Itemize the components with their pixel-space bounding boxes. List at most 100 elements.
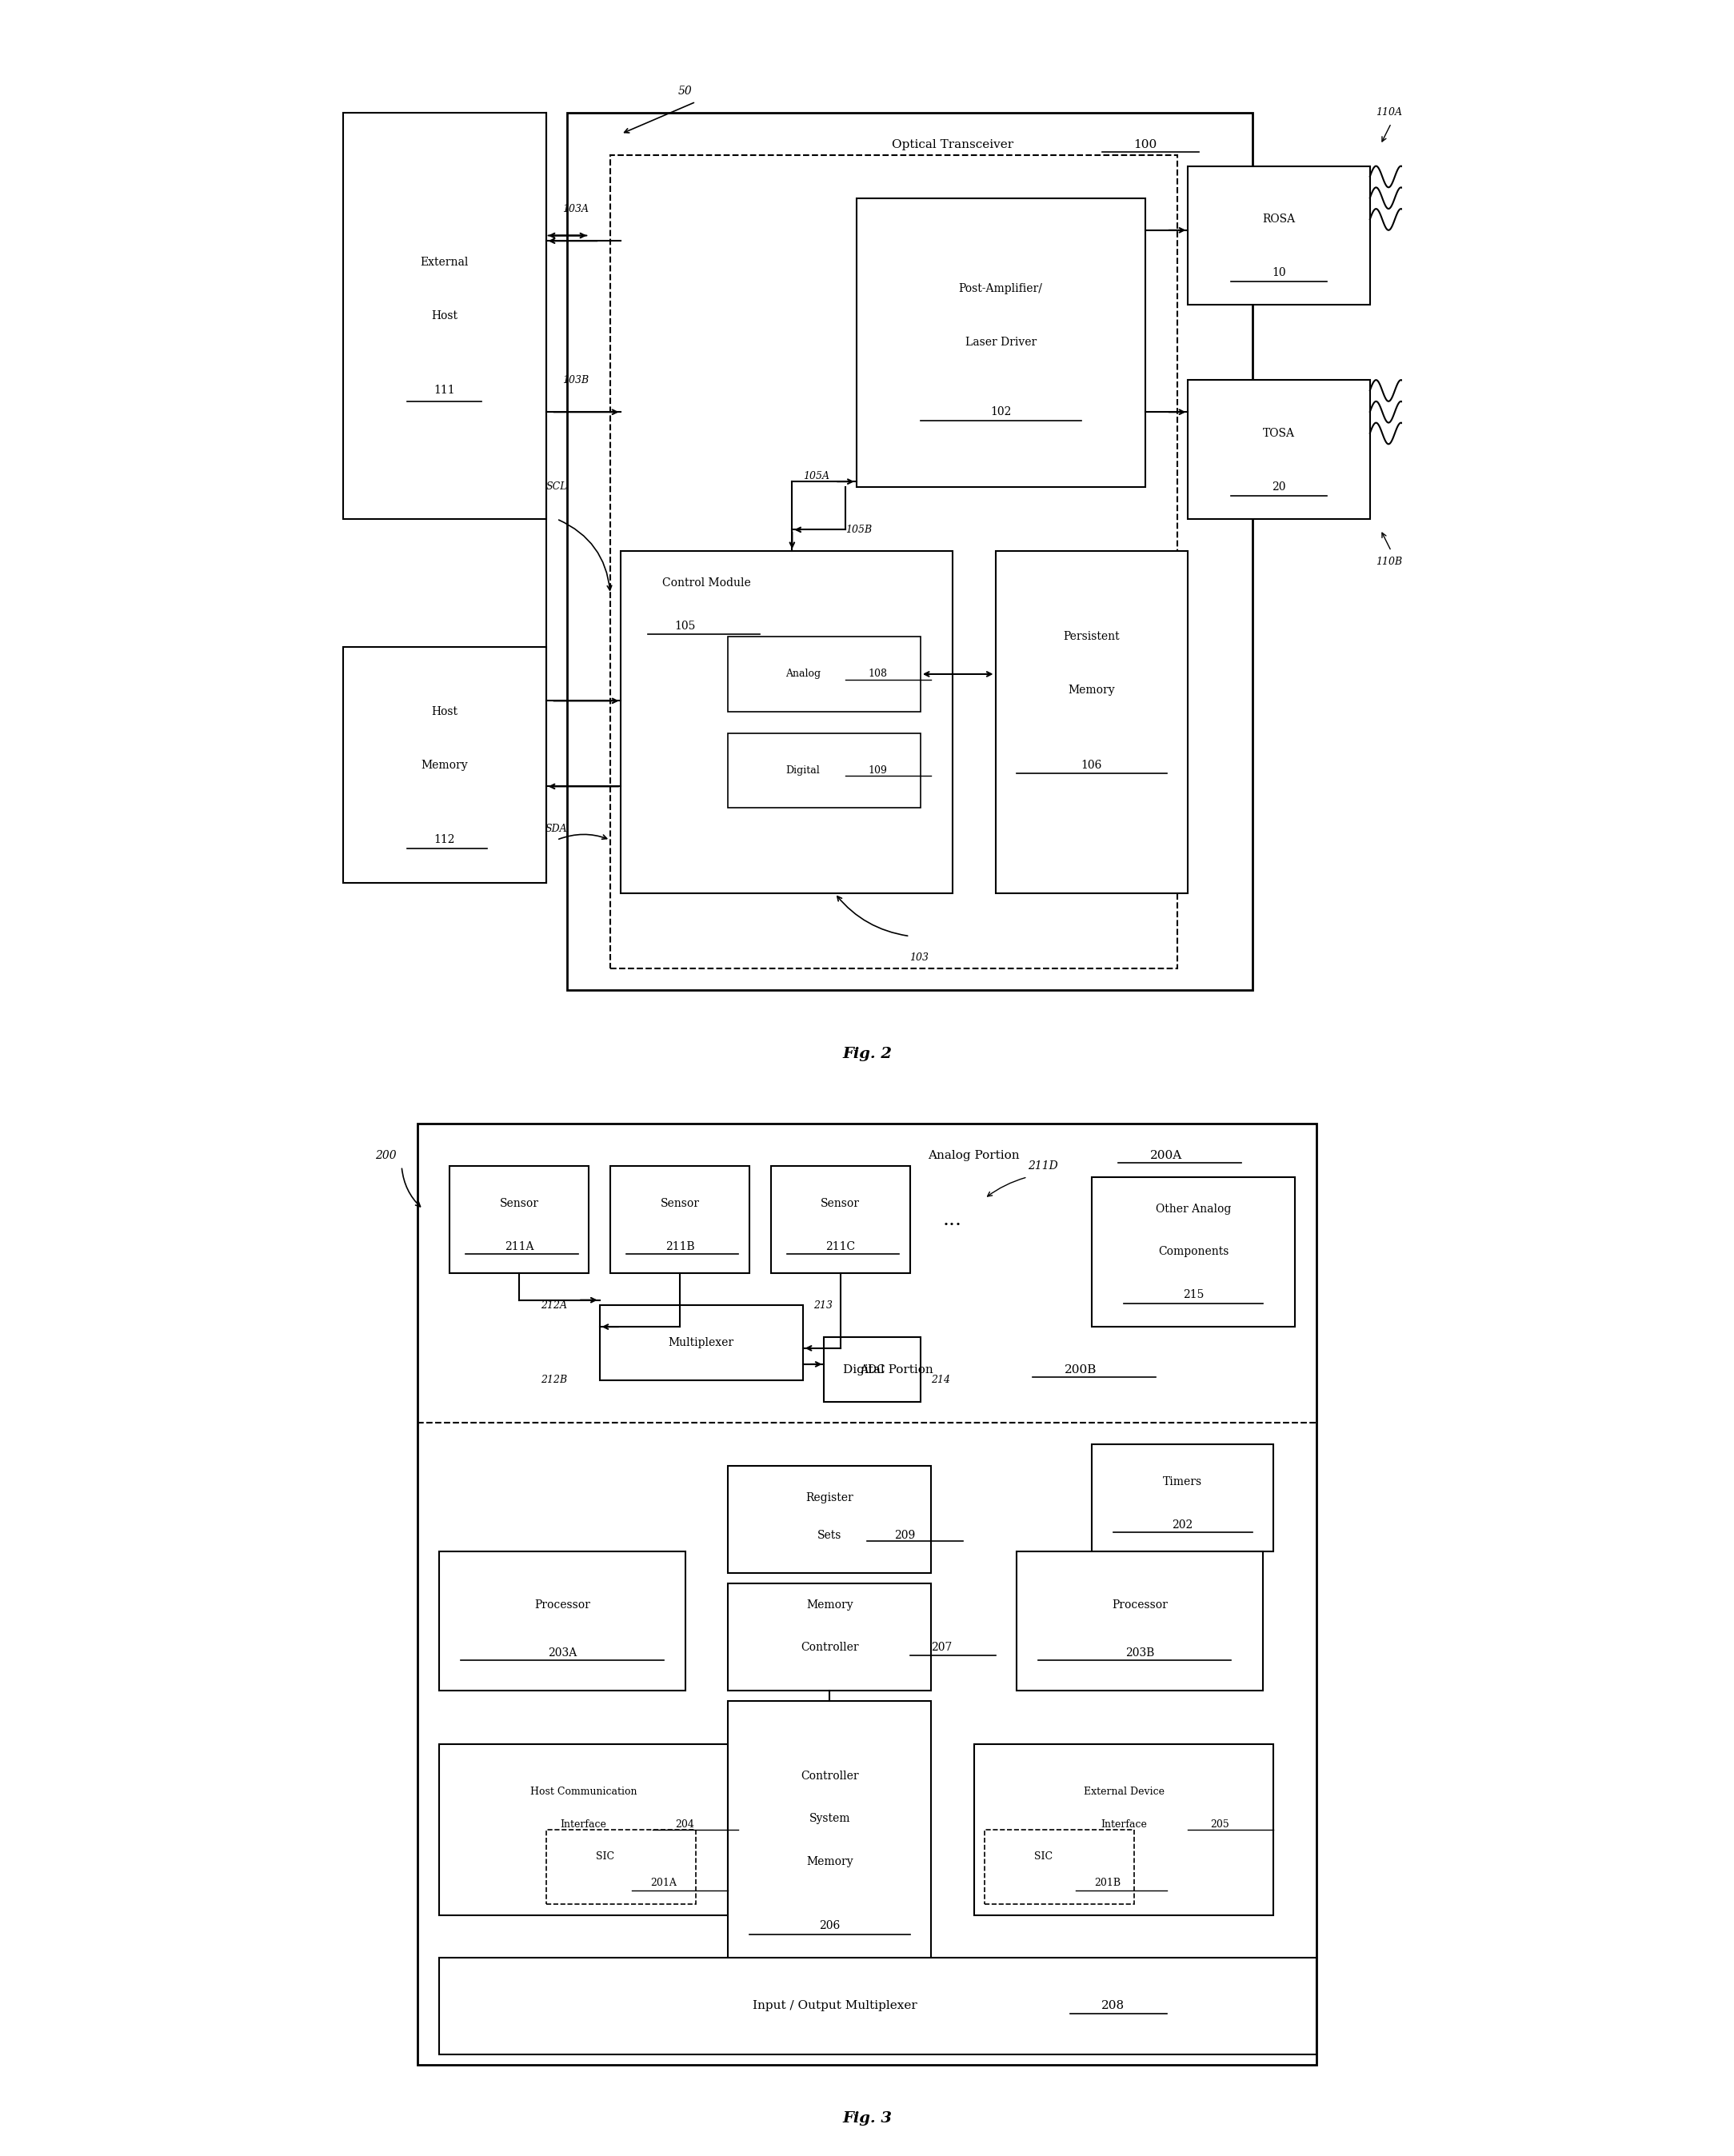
- Text: Controller: Controller: [801, 1770, 858, 1781]
- Text: 200B: 200B: [1065, 1365, 1098, 1376]
- Text: Processor: Processor: [534, 1600, 590, 1611]
- FancyBboxPatch shape: [610, 155, 1177, 968]
- Text: 200: 200: [375, 1149, 397, 1162]
- FancyBboxPatch shape: [985, 1830, 1134, 1904]
- Text: ROSA: ROSA: [1262, 213, 1295, 224]
- FancyBboxPatch shape: [728, 1466, 931, 1574]
- Text: 202: 202: [1172, 1520, 1193, 1531]
- Text: Sets: Sets: [817, 1531, 841, 1542]
- Text: SDA: SDA: [546, 824, 567, 834]
- Text: 206: 206: [818, 1921, 839, 1932]
- Text: 103B: 103B: [562, 375, 590, 386]
- Text: 112: 112: [434, 834, 454, 845]
- Text: 10: 10: [1271, 267, 1287, 278]
- Text: 208: 208: [1101, 2001, 1125, 2012]
- Text: 108: 108: [869, 668, 888, 679]
- Text: Controller: Controller: [801, 1643, 858, 1654]
- FancyBboxPatch shape: [728, 1701, 931, 1990]
- Text: Sensor: Sensor: [499, 1199, 539, 1210]
- FancyBboxPatch shape: [857, 198, 1144, 487]
- Text: Memory: Memory: [806, 1856, 853, 1867]
- Text: Analog: Analog: [786, 668, 820, 679]
- Text: 211B: 211B: [666, 1242, 694, 1253]
- FancyBboxPatch shape: [975, 1744, 1273, 1915]
- FancyBboxPatch shape: [343, 647, 546, 882]
- Text: Memory: Memory: [806, 1600, 853, 1611]
- Text: Host: Host: [432, 310, 458, 321]
- FancyBboxPatch shape: [439, 1958, 1316, 2055]
- Text: 110A: 110A: [1375, 108, 1401, 119]
- Text: 201A: 201A: [650, 1878, 676, 1889]
- Text: Control Module: Control Module: [662, 578, 751, 589]
- FancyBboxPatch shape: [728, 1583, 931, 1690]
- Text: Interface: Interface: [1101, 1820, 1146, 1830]
- Text: Sensor: Sensor: [820, 1199, 860, 1210]
- FancyBboxPatch shape: [1092, 1177, 1295, 1326]
- Text: Other Analog: Other Analog: [1155, 1203, 1231, 1214]
- Text: 205: 205: [1210, 1820, 1229, 1830]
- Text: 100: 100: [1134, 138, 1157, 151]
- Text: 106: 106: [1080, 759, 1103, 770]
- Text: Interface: Interface: [560, 1820, 607, 1830]
- Text: 102: 102: [990, 407, 1011, 418]
- Text: 212B: 212B: [541, 1376, 567, 1386]
- Text: Host Communication: Host Communication: [531, 1787, 636, 1798]
- Text: TOSA: TOSA: [1262, 427, 1295, 440]
- Text: 105: 105: [675, 621, 695, 632]
- FancyBboxPatch shape: [1188, 379, 1370, 520]
- Text: 211D: 211D: [1028, 1160, 1058, 1173]
- Text: 105A: 105A: [803, 470, 829, 481]
- Text: Digital Portion: Digital Portion: [843, 1365, 933, 1376]
- Text: Processor: Processor: [1111, 1600, 1167, 1611]
- Text: 211A: 211A: [505, 1242, 534, 1253]
- Text: 111: 111: [434, 386, 454, 397]
- Text: Analog Portion: Analog Portion: [928, 1149, 1020, 1162]
- Text: Optical Transceiver: Optical Transceiver: [891, 138, 1013, 151]
- FancyBboxPatch shape: [600, 1304, 803, 1380]
- FancyBboxPatch shape: [418, 1123, 1316, 2065]
- Text: Timers: Timers: [1164, 1477, 1202, 1488]
- FancyBboxPatch shape: [343, 112, 546, 520]
- Text: Digital: Digital: [786, 765, 820, 776]
- Text: External Device: External Device: [1084, 1787, 1164, 1798]
- FancyBboxPatch shape: [449, 1166, 590, 1274]
- FancyBboxPatch shape: [728, 733, 921, 808]
- FancyBboxPatch shape: [610, 1166, 749, 1274]
- Text: System: System: [810, 1813, 850, 1824]
- Text: SIC: SIC: [1033, 1852, 1053, 1861]
- Text: Register: Register: [806, 1492, 853, 1503]
- Text: Components: Components: [1158, 1246, 1229, 1257]
- Text: Multiplexer: Multiplexer: [668, 1337, 733, 1348]
- Text: 214: 214: [931, 1376, 950, 1386]
- FancyBboxPatch shape: [995, 552, 1188, 893]
- Text: Fig. 3: Fig. 3: [843, 2111, 891, 2126]
- Text: SCL: SCL: [546, 481, 567, 492]
- Text: 103: 103: [910, 953, 929, 964]
- Text: 105B: 105B: [846, 524, 872, 535]
- Text: Sensor: Sensor: [661, 1199, 699, 1210]
- Text: Memory: Memory: [1068, 686, 1115, 696]
- FancyBboxPatch shape: [621, 552, 952, 893]
- Text: Memory: Memory: [421, 759, 468, 770]
- Text: Laser Driver: Laser Driver: [966, 336, 1037, 347]
- FancyBboxPatch shape: [728, 636, 921, 711]
- Text: 213: 213: [813, 1300, 832, 1311]
- Text: 109: 109: [869, 765, 888, 776]
- Text: Fig. 2: Fig. 2: [843, 1046, 891, 1061]
- Text: 209: 209: [895, 1531, 916, 1542]
- FancyBboxPatch shape: [1016, 1552, 1262, 1690]
- FancyBboxPatch shape: [439, 1744, 728, 1915]
- FancyBboxPatch shape: [1092, 1445, 1273, 1552]
- FancyBboxPatch shape: [824, 1337, 921, 1401]
- Text: Input / Output Multiplexer: Input / Output Multiplexer: [753, 2001, 917, 2012]
- FancyBboxPatch shape: [439, 1552, 685, 1690]
- Text: 110B: 110B: [1375, 556, 1401, 567]
- FancyBboxPatch shape: [546, 1830, 695, 1904]
- Text: Host: Host: [432, 705, 458, 718]
- Text: 212A: 212A: [541, 1300, 567, 1311]
- Text: 211C: 211C: [825, 1242, 855, 1253]
- Text: Post-Amplifier/: Post-Amplifier/: [959, 282, 1042, 295]
- Text: External: External: [420, 257, 468, 267]
- FancyBboxPatch shape: [1188, 166, 1370, 304]
- Text: 215: 215: [1183, 1289, 1203, 1300]
